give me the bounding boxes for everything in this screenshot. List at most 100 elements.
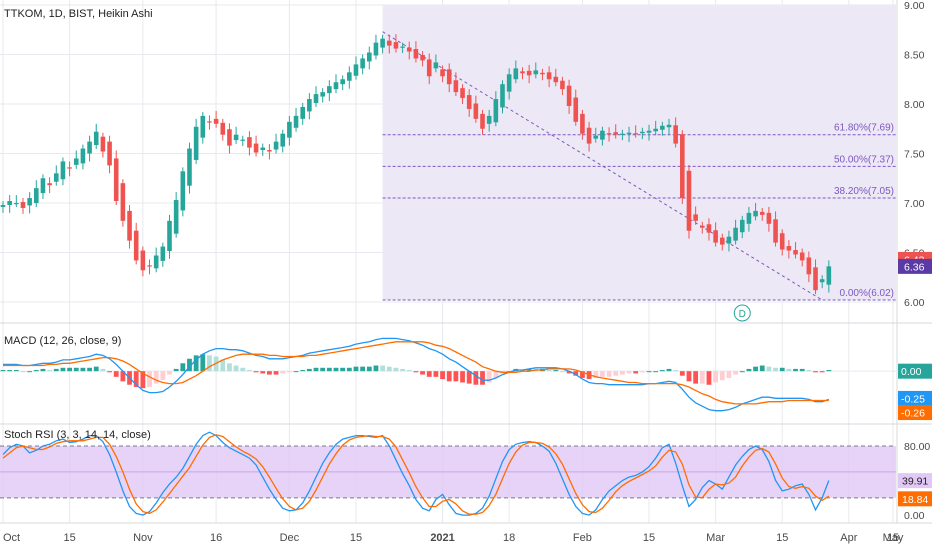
stoch-y-tick: 80.00 <box>904 441 930 453</box>
macd-histogram-bar <box>120 371 126 382</box>
macd-histogram-bar <box>293 371 299 373</box>
candle-body <box>160 246 166 261</box>
macd-histogram-bar <box>53 368 59 372</box>
candle-body <box>393 42 399 49</box>
candle-body <box>446 69 452 85</box>
stoch-y-tick: 0.00 <box>904 510 925 522</box>
candle-body <box>253 143 259 153</box>
candle-body <box>127 210 132 241</box>
y-tick-label: 9.00 <box>904 0 925 12</box>
macd-histogram-bar <box>493 371 499 378</box>
macd-histogram-bar <box>759 365 765 372</box>
candle-body <box>73 158 79 165</box>
fibonacci-layer: 61.80%(7.69) 50.00%(7.37) 38.20%(7.05) 0.00… <box>382 5 896 301</box>
candle-body <box>806 257 812 275</box>
x-tick-label: 15 <box>776 532 788 544</box>
macd-histogram-bar <box>713 371 719 383</box>
stoch-d-line <box>2 434 830 515</box>
candle-body <box>153 255 159 269</box>
candle-body <box>573 97 579 122</box>
candle-body <box>706 224 712 233</box>
macd-histogram-bar <box>453 371 459 382</box>
candle-body <box>247 137 252 148</box>
candle-body <box>360 58 365 69</box>
candle-body <box>733 227 738 241</box>
macd-histogram-bar <box>240 367 246 372</box>
macd-histogram-bar <box>286 371 292 373</box>
candle-body <box>53 173 59 182</box>
y-tick-label: 8.00 <box>904 99 925 111</box>
macd-value-label: -0.26 <box>901 408 925 420</box>
candle-body <box>187 148 192 186</box>
macd-histogram-bar <box>260 371 266 374</box>
macd-histogram-bar <box>786 368 792 372</box>
candle-body <box>700 225 705 228</box>
macd-histogram-bar <box>140 371 146 389</box>
candle-body <box>546 72 552 80</box>
candle-body <box>47 183 52 186</box>
x-tick-label: Dec <box>280 532 300 544</box>
candle-body <box>440 69 445 77</box>
macd-value-tag <box>898 405 932 421</box>
macd-histogram-bar <box>679 371 685 376</box>
candle-body <box>693 214 698 221</box>
candle-body <box>759 211 765 215</box>
macd-histogram-bar <box>167 371 172 375</box>
macd-histogram-bar <box>360 366 366 372</box>
candle-body <box>167 220 172 252</box>
candle-body <box>7 201 12 205</box>
macd-histogram-bar <box>153 371 159 384</box>
macd-title: MACD (12, 26, close, 9) <box>4 335 121 347</box>
candle-body <box>600 130 605 140</box>
candle-body <box>500 84 505 108</box>
macd-signal-line <box>3 341 829 405</box>
candle-body <box>553 76 559 83</box>
candle-body <box>560 80 565 90</box>
candle-body <box>646 130 652 133</box>
x-tick-label: 2021 <box>430 532 454 544</box>
macd-histogram-bar <box>313 367 319 372</box>
candle-body <box>386 40 392 46</box>
candle-body <box>347 72 352 81</box>
candle-body <box>227 129 232 146</box>
candle-body <box>147 265 152 267</box>
candle-body <box>27 198 32 206</box>
macd-histogram-bar <box>87 367 92 372</box>
macd-histogram-bar <box>233 365 239 372</box>
candle-body <box>773 219 778 243</box>
candle-body <box>466 95 472 109</box>
candle-body <box>333 82 339 90</box>
macd-histogram-bar <box>466 371 472 384</box>
stoch-value-tag <box>898 491 932 507</box>
macd-histogram-bar <box>819 371 825 373</box>
macd-histogram-bar <box>160 371 166 381</box>
macd-histogram-bar <box>60 367 66 372</box>
candle-body <box>666 124 672 128</box>
candle-body <box>60 161 66 180</box>
candle-body <box>193 126 199 160</box>
macd-histogram-bar <box>580 371 585 378</box>
macd-histogram-bar <box>13 370 19 372</box>
fib-level-label: 38.20%(7.05) <box>834 186 894 197</box>
x-tick-label: 15 <box>63 532 75 544</box>
candle-body <box>493 99 499 123</box>
macd-histogram-bar <box>746 368 752 372</box>
macd-histogram-bar <box>380 365 386 372</box>
macd-histogram-bar <box>706 371 712 385</box>
candle-body <box>726 236 732 244</box>
candle-body <box>273 141 279 150</box>
x-tick-label: Feb <box>573 532 592 544</box>
candle-body <box>320 92 325 97</box>
macd-histogram-bar <box>273 371 279 375</box>
candle-body <box>80 148 86 164</box>
macd-histogram-bar <box>426 371 432 377</box>
macd-histogram-bar <box>33 370 39 372</box>
macd-histogram-bar <box>300 370 306 372</box>
macd-histogram-bar <box>253 371 259 373</box>
macd-histogram-bar <box>400 368 405 372</box>
macd-histogram-bar <box>220 359 226 372</box>
price-tag-box <box>898 258 932 274</box>
candle-body <box>813 267 818 291</box>
